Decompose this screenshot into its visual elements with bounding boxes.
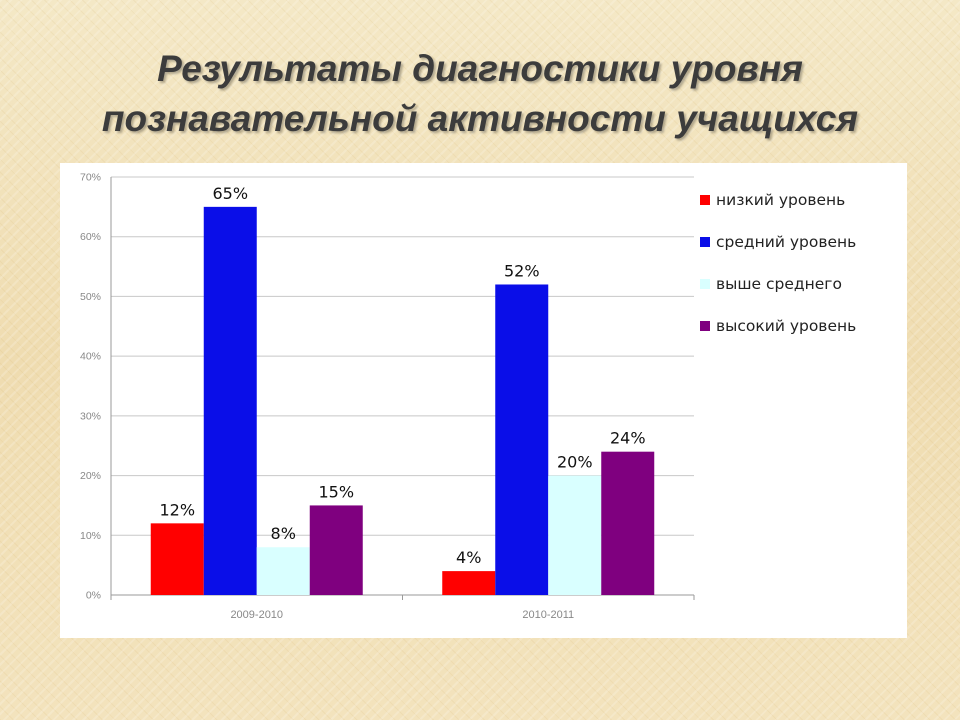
bar xyxy=(309,505,363,595)
bar xyxy=(203,206,257,595)
bar xyxy=(601,451,655,595)
slide-title-line-1: Результаты диагностики уровня xyxy=(157,48,803,89)
bar xyxy=(548,475,602,595)
legend-swatch-low xyxy=(700,195,710,205)
bar-data-label: 52% xyxy=(504,261,540,280)
legend-item-high: высокий уровень xyxy=(700,317,900,337)
legend-swatch-high xyxy=(700,321,710,331)
y-tick-label: 20% xyxy=(80,470,101,482)
y-tick-label: 30% xyxy=(80,410,101,422)
bar-data-label: 24% xyxy=(610,429,646,448)
legend-label-medium: средний уровень xyxy=(716,233,857,251)
y-tick-label: 40% xyxy=(80,351,101,363)
bar-data-label: 20% xyxy=(557,453,593,472)
y-tick-label: 60% xyxy=(80,231,101,243)
bar-data-label: 65% xyxy=(212,184,248,203)
chart-panel: 0% 10% 20% 30% 40% 50% 60% 70% 12% 65% 8% 15% 2009-2… xyxy=(60,163,907,638)
legend-item-low: низкий уровень xyxy=(700,191,900,211)
slide-title: Результаты диагностики уровня познавател… xyxy=(0,44,960,144)
slide-title-line-2: познавательной активности учащихся xyxy=(101,98,859,139)
legend-swatch-medium xyxy=(700,237,710,247)
bar xyxy=(495,284,549,595)
legend-swatch-above-medium xyxy=(700,279,710,289)
legend-label-high: высокий уровень xyxy=(716,317,857,335)
x-tick-label: 2010-2011 xyxy=(522,609,574,621)
bar xyxy=(442,571,496,595)
legend-label-low: низкий уровень xyxy=(716,191,846,209)
bar-data-label: 8% xyxy=(271,524,296,543)
legend-label-above-medium: выше среднего xyxy=(716,275,842,293)
y-tick-label: 70% xyxy=(80,172,101,184)
legend-item-medium: средний уровень xyxy=(700,233,900,253)
bar xyxy=(150,523,204,595)
x-tick-label: 2009-2010 xyxy=(230,609,283,621)
chart-legend: низкий уровень средний уровень выше сред… xyxy=(700,191,900,359)
y-tick-label: 10% xyxy=(80,530,101,542)
legend-item-above-medium: выше среднего xyxy=(700,275,900,295)
bar-chart: 0% 10% 20% 30% 40% 50% 60% 70% 12% 65% 8% 15% 2009-2… xyxy=(80,172,695,621)
y-tick-label: 50% xyxy=(80,291,101,303)
y-tick-label: 0% xyxy=(86,590,101,602)
bar xyxy=(256,547,310,595)
bar-data-label: 12% xyxy=(159,500,195,519)
bar-data-label: 4% xyxy=(456,548,481,567)
bar-data-label: 15% xyxy=(318,482,354,501)
